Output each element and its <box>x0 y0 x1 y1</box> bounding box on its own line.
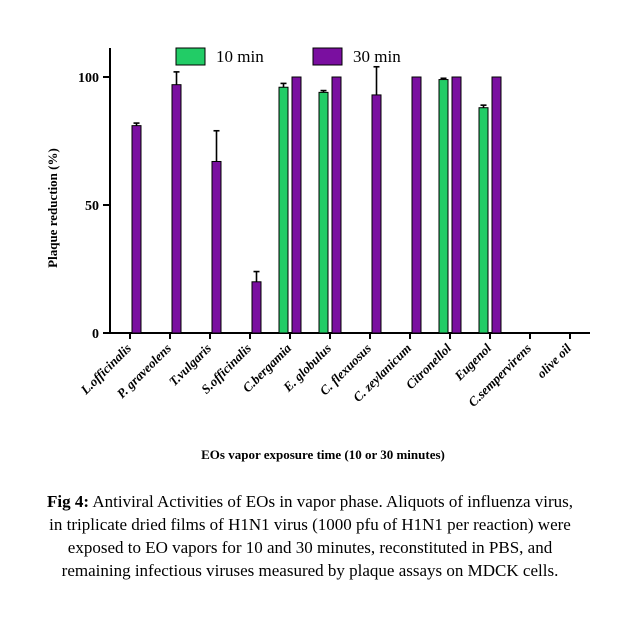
bar-30min <box>491 76 502 334</box>
bar-10min <box>478 107 489 334</box>
bar-30min <box>171 84 182 334</box>
y-axis: 0 50 100 <box>78 48 111 342</box>
y-tick-label: 50 <box>85 199 99 214</box>
bar-30min <box>411 76 422 334</box>
legend-label: 10 min <box>216 47 264 66</box>
bar-30min <box>131 125 142 334</box>
bar-30min <box>331 76 342 334</box>
bar-10min <box>438 79 449 334</box>
legend-swatch <box>312 47 343 66</box>
bar-30min <box>451 76 462 334</box>
y-tick-label: 100 <box>78 71 99 86</box>
legend: 10 min 30 min <box>175 47 401 66</box>
x-axis-label: EOs vapor exposure time (10 or 30 minute… <box>201 447 445 462</box>
legend-label: 30 min <box>353 47 401 66</box>
bar-10min <box>318 91 329 334</box>
bar-30min <box>371 94 382 334</box>
bar-30min <box>211 160 222 334</box>
bars <box>131 65 502 334</box>
caption-label: Fig 4: <box>47 492 90 511</box>
caption-text: Antiviral Activities of EOs in vapor pha… <box>49 492 573 580</box>
x-tick-label: olive oil <box>534 340 575 381</box>
legend-swatch <box>175 47 206 66</box>
figure-caption: Fig 4: Antiviral Activities of EOs in va… <box>40 490 580 582</box>
bar-30min <box>291 76 302 334</box>
bar-10min <box>278 86 289 334</box>
y-axis-label: Plaque reduction (%) <box>45 148 60 268</box>
y-tick-label: 0 <box>92 327 99 342</box>
bar-30min <box>251 281 262 334</box>
